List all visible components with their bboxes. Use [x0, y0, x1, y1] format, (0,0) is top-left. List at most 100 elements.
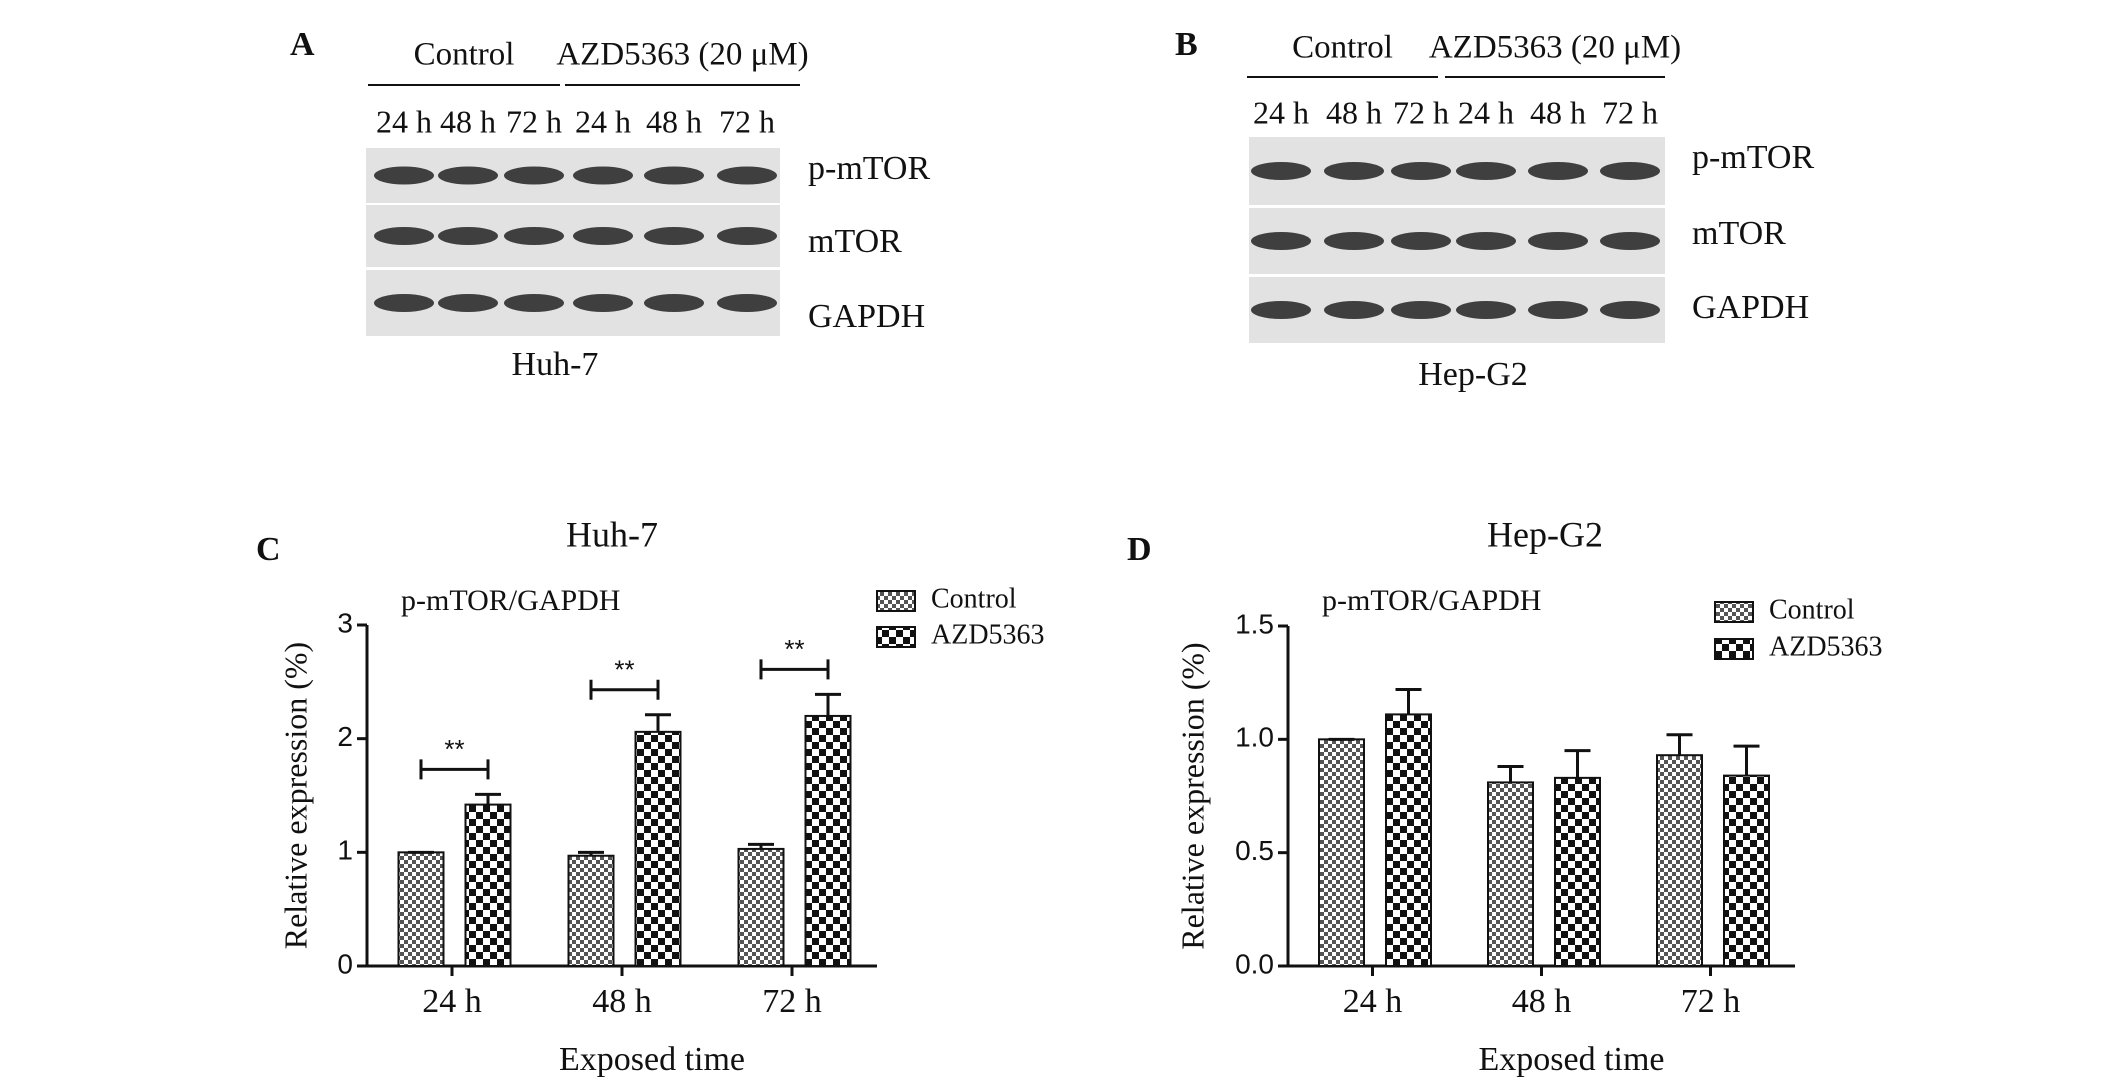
significance-label: ** — [444, 734, 464, 764]
annotation: p-mTOR/GAPDH — [1322, 584, 1541, 617]
protein-label: GAPDH — [808, 298, 925, 335]
blot-band — [374, 227, 434, 245]
legend-label: Control — [1769, 594, 1855, 625]
blot-band — [644, 227, 704, 245]
lane-label: 48 h — [440, 103, 496, 139]
protein-label: GAPDH — [1692, 289, 1809, 326]
blot-band — [1251, 232, 1311, 250]
legend-label: Control — [931, 583, 1017, 614]
bar — [1723, 774, 1770, 967]
blot-band — [1456, 162, 1516, 180]
blot-band — [504, 227, 564, 245]
y-tick-label: 0.5 — [1235, 835, 1274, 866]
blot-band — [1528, 162, 1588, 180]
x-tick-label: 72 h — [762, 983, 822, 1020]
blot-band — [438, 294, 498, 312]
lane-label: 48 h — [1530, 94, 1586, 130]
protein-label: p-mTOR — [808, 150, 930, 187]
blot-band — [1456, 232, 1516, 250]
error-bar — [645, 713, 671, 732]
chart-title: Hep-G2 — [1487, 514, 1603, 554]
blot-band — [504, 166, 564, 185]
blot-band — [644, 166, 704, 185]
blot-band — [573, 227, 633, 245]
blot-band — [1251, 162, 1311, 180]
y-tick-label: 1 — [337, 835, 353, 866]
annotation: p-mTOR/GAPDH — [401, 584, 620, 617]
cell-line-label: Huh-7 — [512, 346, 599, 383]
protein-label: mTOR — [1692, 215, 1786, 252]
significance-bracket — [759, 659, 830, 680]
blot-band — [374, 166, 434, 185]
lane-label: 24 h — [575, 103, 631, 139]
group-label: AZD5363 (20 μM) — [556, 37, 808, 73]
blot-band — [1600, 232, 1660, 250]
lane-label: 72 h — [1602, 94, 1658, 130]
panel-label: C — [256, 531, 281, 568]
x-tick-label: 24 h — [422, 983, 482, 1020]
y-tick-label: 0.0 — [1235, 948, 1274, 979]
error-bar — [1497, 765, 1524, 783]
blot-band — [573, 294, 633, 312]
bar — [634, 730, 682, 968]
protein-label: p-mTOR — [1692, 139, 1814, 176]
significance-bracket — [589, 679, 660, 700]
y-tick-label: 2 — [337, 721, 353, 752]
protein-label: mTOR — [808, 223, 902, 260]
lane-label: 48 h — [646, 103, 702, 139]
panel-label: B — [1175, 26, 1198, 63]
lane-label: 24 h — [1458, 94, 1514, 130]
bar — [397, 851, 445, 967]
panel-label: D — [1127, 531, 1152, 568]
bar — [1487, 781, 1534, 968]
blot-band — [1251, 301, 1311, 319]
y-tick-label: 1.5 — [1235, 608, 1274, 639]
blot-band — [374, 294, 434, 312]
significance-label: ** — [784, 634, 804, 664]
lane-label: 48 h — [1326, 94, 1382, 130]
lane-label: 24 h — [1253, 94, 1309, 130]
y-axis-label: Relative expression (%) — [1174, 642, 1210, 949]
blot-band — [644, 294, 704, 312]
group-label: Control — [414, 37, 515, 73]
x-tick-label: 72 h — [1681, 983, 1741, 1020]
blot-band — [717, 166, 777, 185]
bar — [804, 714, 852, 968]
chart-title: Huh-7 — [566, 514, 658, 554]
legend-swatch — [1714, 601, 1754, 623]
error-bar — [748, 842, 774, 849]
error-bar — [475, 792, 501, 805]
y-axis-label: Relative expression (%) — [277, 642, 313, 949]
panel-label: A — [290, 26, 315, 63]
blot-band — [1324, 232, 1384, 250]
x-axis-label: Exposed time — [1478, 1041, 1664, 1078]
blot-band — [1391, 301, 1451, 319]
legend-label: AZD5363 — [1769, 631, 1883, 662]
cell-line-label: Hep-G2 — [1418, 356, 1528, 393]
legend-swatch — [876, 626, 916, 648]
bar — [567, 854, 615, 968]
lane-label: 72 h — [719, 103, 775, 139]
group-label: Control — [1292, 30, 1393, 66]
blot-band — [717, 227, 777, 245]
blot-band — [438, 166, 498, 185]
group-label: AZD5363 (20 μM) — [1429, 30, 1681, 66]
blot-band — [1528, 232, 1588, 250]
bar — [737, 847, 785, 968]
lane-label: 72 h — [506, 103, 562, 139]
significance-label: ** — [614, 655, 634, 685]
blot-band — [438, 227, 498, 245]
x-tick-label: 24 h — [1343, 983, 1403, 1020]
bar — [1554, 776, 1601, 967]
bar — [464, 803, 512, 967]
blot-band — [1528, 301, 1588, 319]
blot-band — [1324, 162, 1384, 180]
blot-band — [1324, 301, 1384, 319]
y-tick-label: 0 — [337, 948, 353, 979]
x-axis-label: Exposed time — [559, 1041, 745, 1078]
error-bar — [1395, 687, 1422, 715]
blot-band — [1600, 162, 1660, 180]
x-tick-label: 48 h — [1512, 983, 1572, 1020]
lane-label: 72 h — [1393, 94, 1449, 130]
